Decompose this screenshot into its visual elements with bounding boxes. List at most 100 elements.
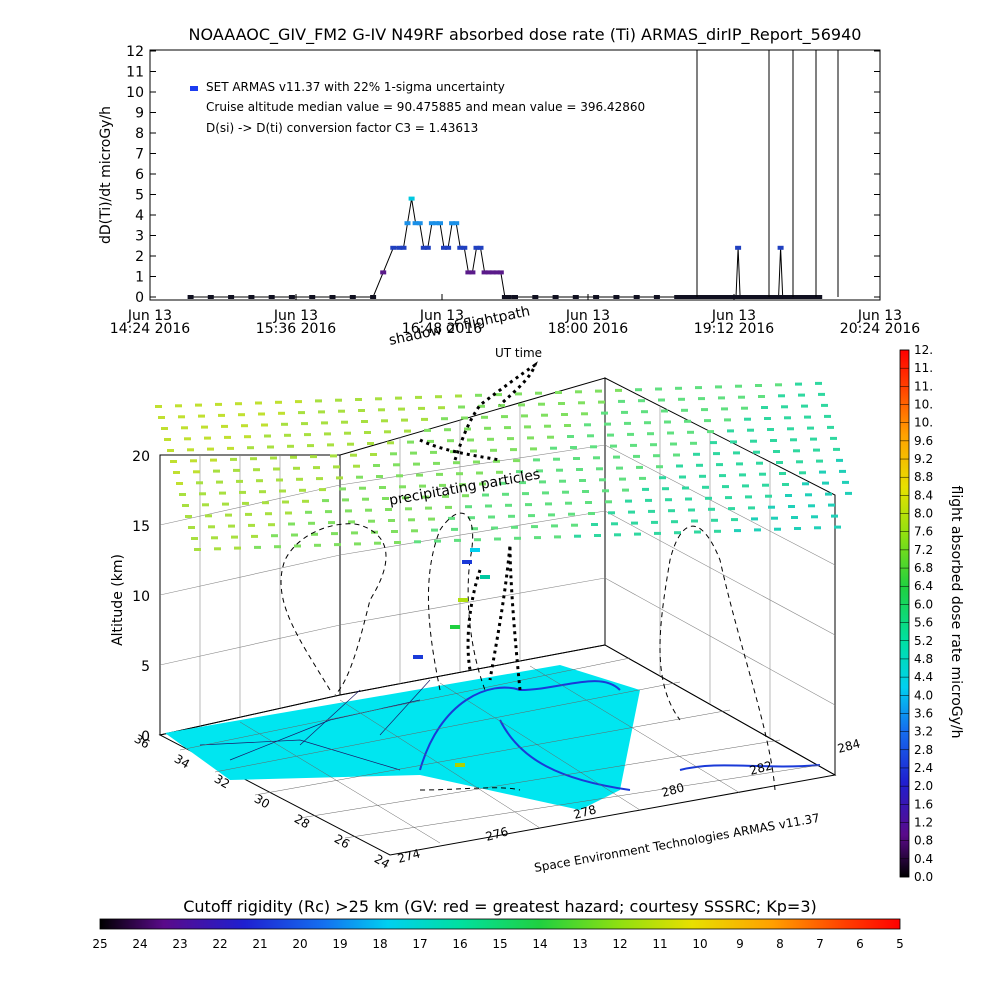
dose-grid-dot <box>645 498 652 502</box>
dose-grid-dot <box>794 527 801 530</box>
floor-grid <box>179 657 821 844</box>
dose-grid-dot <box>516 470 523 474</box>
rigidity-colorbar-tick-label: 24 <box>132 937 147 951</box>
dose-grid-dot <box>724 418 731 422</box>
dose-colorbar-tick-label: 0.0 <box>914 870 933 884</box>
dose-grid-dot <box>642 487 649 491</box>
dose-grid-dot <box>236 479 243 483</box>
dose-grid-dot <box>407 440 414 444</box>
dose-grid-dot <box>479 482 486 486</box>
top-data-point <box>461 245 468 250</box>
dose-grid-dot <box>347 442 354 446</box>
dose-colorbar-tick-label: 1.6 <box>914 797 933 811</box>
dose-grid-dot <box>825 492 832 496</box>
dose-grid-dot <box>773 450 780 453</box>
dose-grid-dot <box>179 493 186 496</box>
dose-grid-dot <box>682 486 689 490</box>
dose-grid-dot <box>822 481 829 485</box>
dose-grid-dot <box>568 512 575 516</box>
dose-colorbar: 0.0 0.4 0.8 1.2 1.6 2.0 2.4 2.8 3.2 3.6 4.0 4.4 4.8 5… <box>899 343 964 884</box>
dose-grid-dot <box>548 513 555 517</box>
dose-grid-dot <box>782 483 789 486</box>
top-data-point <box>552 295 559 299</box>
dose-colorbar-tick-label: 5.6 <box>914 616 933 630</box>
rigidity-colorbar-tick-label: 6 <box>856 937 864 951</box>
top-data-point <box>457 245 464 250</box>
dose-grid-dot <box>738 395 745 399</box>
dose-grid-dot <box>256 479 263 483</box>
dose-grid-dot <box>378 408 385 412</box>
dose-grid-dot <box>345 509 352 513</box>
dose-grid-dot <box>187 448 194 452</box>
dose-grid-dot <box>819 470 826 474</box>
dose-grid-dot <box>338 409 345 413</box>
dose-grid-dot <box>522 492 529 496</box>
dose-grid-dot <box>164 438 171 441</box>
dose-grid-dot <box>270 456 277 460</box>
dose-grid-dot <box>191 537 198 540</box>
dose-grid-dot <box>390 452 397 456</box>
dose-grid-dot <box>221 424 228 428</box>
dose-grid-dot <box>173 471 180 474</box>
lat-ticks: 36 34 32 30 28 26 24 <box>132 732 392 872</box>
dose-grid-dot <box>188 526 195 529</box>
dose-grid-dot <box>619 477 626 481</box>
dose-grid-dot <box>504 426 511 430</box>
dose-grid-dot <box>484 426 491 430</box>
dose-grid-dot <box>673 453 680 457</box>
dose-grid-dot <box>358 409 365 412</box>
dose-grid-dot <box>444 428 451 432</box>
dose-grid-dot <box>238 413 245 417</box>
dose-grid-dot <box>365 508 372 512</box>
dose-grid-dot <box>531 525 538 529</box>
dose-grid-dot <box>475 393 482 397</box>
dose-grid-dot <box>478 404 485 408</box>
dose-grid-dot <box>330 454 337 458</box>
dose-grid-dot <box>319 488 326 492</box>
dose-grid-dot <box>411 529 418 533</box>
dose-grid-dot <box>193 470 200 474</box>
dose-grid-dot <box>348 520 355 524</box>
dose-grid-dot <box>298 411 305 415</box>
dose-grid-dot <box>344 431 351 435</box>
dose-grid-dot <box>302 499 309 503</box>
dose-grid-dot <box>607 433 614 437</box>
dose-grid-dot <box>278 411 285 415</box>
dose-grid-dot <box>296 477 303 481</box>
dose-grid-dot <box>707 430 714 434</box>
dose-grid-dot <box>788 505 795 508</box>
dose-grid-dot <box>205 514 212 518</box>
top-x-tick-label-time: 16:48 2016 <box>402 321 483 337</box>
dose-grid-dot <box>774 527 781 531</box>
top-x-tick-label-time: 19:12 2016 <box>694 321 775 337</box>
dose-grid-dot <box>262 501 269 505</box>
dose-grid-dot <box>459 483 466 487</box>
dose-colorbar-tick-label: 11. <box>914 379 933 393</box>
dose-grid-dot <box>535 391 542 395</box>
dose-grid-dot <box>534 536 541 540</box>
top-data-point <box>449 221 456 226</box>
dose-grid-dot <box>625 499 632 503</box>
dose-grid-dot <box>314 543 321 547</box>
dose-grid-dot <box>491 526 498 530</box>
dose-grid-dot <box>804 415 811 419</box>
top-data-point <box>309 295 316 299</box>
rigidity-colorbar-tick-label: 25 <box>92 937 107 951</box>
dose-grid-dot <box>624 421 631 425</box>
dose-grid-dot <box>251 534 258 538</box>
dose-grid-dot <box>244 435 251 439</box>
dose-grid-dot <box>396 474 403 478</box>
lat-tick-label: 24 <box>372 852 392 872</box>
dose-grid-dot <box>685 497 692 501</box>
dose-grid-dot <box>564 424 571 427</box>
dose-colorbar-tick-label: 8.0 <box>914 507 933 521</box>
dose-grid-dot <box>818 392 825 396</box>
dose-grid-dot <box>694 530 701 534</box>
dose-grid-dot <box>401 418 408 422</box>
dose-grid-dot <box>322 499 329 503</box>
dose-grid-dot <box>470 449 477 453</box>
dose-grid-dot <box>410 451 417 455</box>
dose-grid-dot <box>175 404 182 408</box>
rigidity-colorbar-tick-label: 12 <box>612 937 627 951</box>
dose-grid-dot <box>805 493 812 497</box>
